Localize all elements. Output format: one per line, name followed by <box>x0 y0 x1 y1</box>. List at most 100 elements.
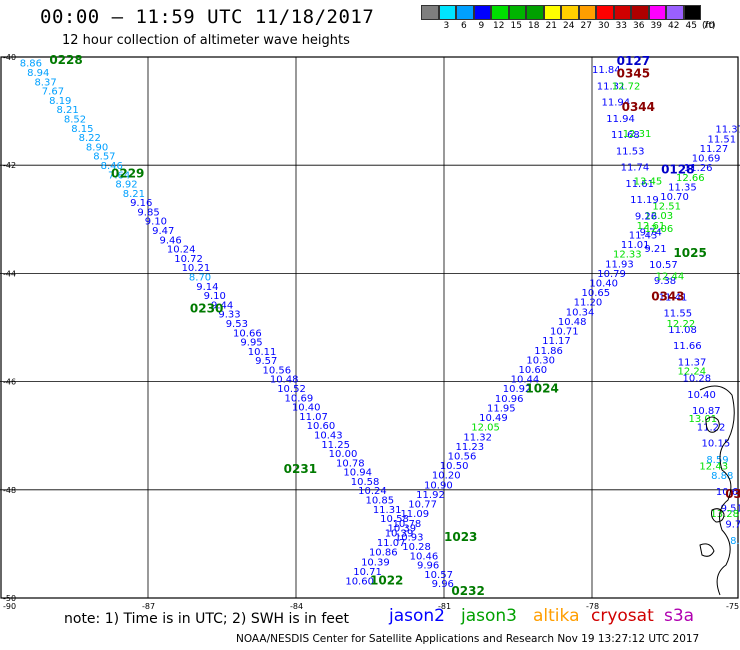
wave-height-value: 8.92 <box>115 180 137 191</box>
wave-height-value: 10.66 <box>716 487 740 498</box>
wave-height-value: 10.52 <box>277 384 306 395</box>
wave-height-value: 10.39 <box>361 557 390 568</box>
wave-height-value: 7.67 <box>42 87 64 98</box>
wave-height-value: 10.28 <box>402 542 431 553</box>
wave-height-value: 10.60 <box>307 421 336 432</box>
wave-height-value: 8.90 <box>86 142 108 153</box>
wave-height-value: 10.85 <box>365 496 394 507</box>
wave-height-value: 10.57 <box>424 570 453 581</box>
wave-height-value: 10.71 <box>353 567 382 578</box>
wave-height-value: 11.01 <box>621 240 650 251</box>
pass-time-label: 0344 <box>622 100 655 114</box>
scale-label: 24 <box>563 21 575 31</box>
wave-height-value: 9.16 <box>130 198 152 209</box>
scale-label: 21 <box>545 21 557 31</box>
wave-height-value: 9.95 <box>240 338 262 349</box>
wave-height-value: 12.43 <box>699 461 728 472</box>
scale-swatch <box>421 5 439 20</box>
wave-height-value: 10.24 <box>167 245 196 256</box>
wave-height-value: 10.50 <box>440 461 469 472</box>
wave-height-value: 11.23 <box>456 442 485 453</box>
wave-height-value: 10.49 <box>479 413 508 424</box>
scale-label: 15 <box>510 21 522 31</box>
wave-height-value: 9.85 <box>137 207 159 218</box>
color-scale: 3 6 9 12 15 18 21 24 27 30 33 36 39 42 45 70 (ft) <box>421 5 716 34</box>
lat-tick-label: -40 <box>3 53 16 62</box>
credit-line: NOAA/NESDIS Center for Satellite Applica… <box>236 633 700 645</box>
wave-height-value: 8.70 <box>189 272 211 283</box>
wave-height-value: 9.74 <box>640 228 662 239</box>
wave-height-value: 8.19 <box>49 96 71 107</box>
wave-height-value: 8.59 <box>706 455 728 466</box>
pass-time-label: 0228 <box>49 53 82 67</box>
scale-swatch <box>666 5 684 20</box>
wave-height-value: 10.69 <box>692 154 721 165</box>
wave-height-value: 11.35 <box>668 182 697 193</box>
wave-height-value: 9.96 <box>417 561 439 572</box>
wave-height-value: 11.27 <box>700 144 729 155</box>
pass-time-label: 0229 <box>111 167 144 181</box>
wave-height-value: 9.10 <box>204 291 226 302</box>
wave-height-value: 10.40 <box>687 390 716 401</box>
wave-height-value: 10.60 <box>345 576 374 587</box>
pass-time-label: 0127 <box>617 54 650 68</box>
wave-height-value: 10.71 <box>550 327 579 338</box>
scale-swatch <box>683 5 701 20</box>
wave-height-value: 11.84 <box>592 65 621 76</box>
wave-height-value: 9.21 <box>644 244 666 255</box>
wave-height-value: 10.56 <box>262 365 291 376</box>
scale-swatch <box>456 5 474 20</box>
lon-tick-label: -87 <box>142 602 155 611</box>
wave-height-value: 10.77 <box>408 500 437 511</box>
scale-swatch <box>561 5 579 20</box>
wave-height-value: 12.66 <box>676 173 705 184</box>
wave-height-value: 10.40 <box>589 279 618 290</box>
wave-height-value: 12.05 <box>471 423 500 434</box>
wave-height-value: 13.28 <box>710 509 739 520</box>
wave-height-value: 10.86 <box>369 548 398 559</box>
lat-tick-label: -42 <box>3 161 16 170</box>
wave-height-value: 10.00 <box>329 449 358 460</box>
wave-height-value: 10.90 <box>424 480 453 491</box>
lat-tick-label: -46 <box>3 378 16 387</box>
wave-height-value: 11.66 <box>673 341 702 352</box>
wave-height-value: 10.30 <box>526 355 555 366</box>
wave-height-value: 8.21 <box>57 105 79 116</box>
pass-time-label: 1024 <box>525 381 558 395</box>
scale-swatch <box>438 5 456 20</box>
wave-height-value: 13.01 <box>688 414 717 425</box>
wave-height-value: 11.37 <box>678 357 707 368</box>
wave-height-value: 10.94 <box>343 468 372 479</box>
wave-height-value: 11.32 <box>463 432 492 443</box>
wave-height-value: 11.20 <box>574 298 603 309</box>
wave-height-value: 12.03 <box>644 211 673 222</box>
wave-height-value: 11.51 <box>707 134 736 145</box>
wave-height-value: 9.33 <box>218 310 240 321</box>
scale-label: 30 <box>598 21 610 31</box>
lon-tick-label: -78 <box>586 602 599 611</box>
scale-label: 6 <box>461 21 467 31</box>
wave-height-value: 12.24 <box>678 366 707 377</box>
wave-height-value: 10.57 <box>649 260 678 271</box>
pass-time-label: 0231 <box>284 462 317 476</box>
scale-label: 3 <box>443 21 450 31</box>
wave-height-value: 8.21 <box>123 189 145 200</box>
wave-height-value: 10.79 <box>597 269 626 280</box>
wave-height-value: 9.96 <box>432 579 454 590</box>
wave-height-value: 10.15 <box>702 439 731 450</box>
wave-height-value: 11.07 <box>377 538 406 549</box>
wave-height-value: 10.92 <box>503 384 532 395</box>
wave-height-value: 10.46 <box>410 551 439 562</box>
pass-time-label: 0230 <box>190 301 223 315</box>
scale-swatch <box>526 5 544 20</box>
pass-time-label: 0128 <box>661 162 694 176</box>
pass-time-label: 0342 <box>725 487 740 501</box>
scale-label: 45 <box>685 21 697 31</box>
scale-label: 39 <box>650 21 662 31</box>
wave-height-value: 12.51 <box>652 202 681 213</box>
wave-height-value: 10.34 <box>566 307 595 318</box>
satellite-legend-s3a: s3a <box>664 606 695 626</box>
wave-height-value: 9.47 <box>152 226 174 237</box>
wave-height-value: 11.41 <box>659 292 688 303</box>
